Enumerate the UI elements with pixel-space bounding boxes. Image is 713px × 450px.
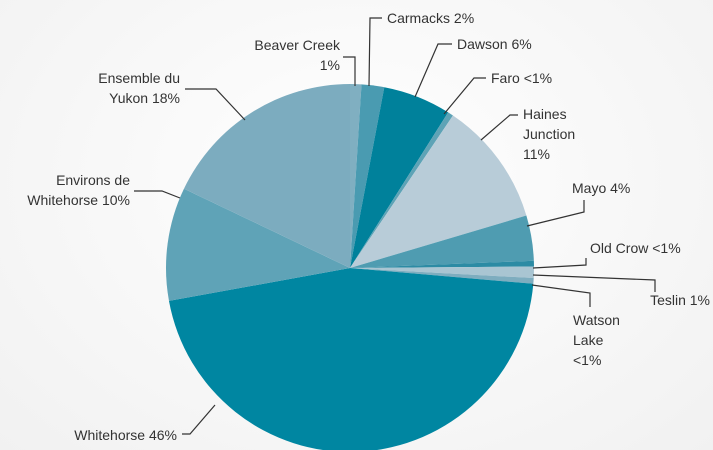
pie-slice — [183, 84, 350, 268]
value-label: 2% — [453, 10, 475, 26]
value-label: 6% — [511, 36, 532, 52]
leader-line — [134, 190, 181, 199]
pie-slice — [350, 215, 534, 268]
category-label: Old Crow — [590, 240, 649, 256]
slice-label: Carmacks 2% — [387, 8, 507, 28]
pie-slice — [168, 268, 534, 450]
slice-label: Whitehorse 46% — [20, 425, 177, 445]
pie-slice — [350, 84, 385, 268]
value-label: 4% — [610, 180, 631, 196]
value-label: <1% — [652, 240, 681, 256]
leader-line — [182, 404, 216, 435]
leader-line — [531, 284, 591, 307]
category-label: Ensemble du Yukon — [98, 70, 180, 106]
slice-label: Watson Lake <1% — [573, 310, 628, 370]
slice-label: Ensemble du Yukon 18% — [80, 68, 180, 108]
leader-line — [480, 114, 518, 141]
value-label: 1% — [319, 57, 340, 73]
value-label: <1% — [573, 352, 602, 368]
pie-slice — [350, 115, 527, 268]
slice-label: Beaver Creek 1% — [240, 35, 340, 75]
leader-line — [414, 43, 452, 98]
leader-line — [532, 274, 656, 292]
value-label: 10% — [101, 192, 130, 208]
leader-line — [368, 17, 382, 87]
category-label: Beaver Creek — [254, 37, 340, 53]
category-label: Watson Lake — [573, 312, 620, 348]
pie-slice — [350, 87, 449, 268]
slice-label: Faro <1% — [491, 68, 611, 88]
category-label: Teslin — [650, 292, 686, 308]
leader-line — [185, 88, 246, 121]
slice-label: Mayo 4% — [572, 178, 692, 198]
leader-line — [343, 56, 356, 86]
slice-label: Dawson 6% — [457, 34, 577, 54]
category-label: Haines Junction — [523, 106, 576, 142]
leader-line — [443, 77, 486, 115]
slice-label: Environs de Whitehorse 10% — [10, 170, 130, 210]
slice-label: Teslin 1% — [590, 290, 710, 310]
pie-slice — [350, 84, 362, 268]
value-label: 1% — [689, 292, 710, 308]
pie-slice — [350, 112, 453, 268]
leader-line — [526, 200, 585, 227]
pie-slice — [350, 260, 534, 268]
pie-slice — [166, 188, 350, 301]
slice-label: Old Crow <1% — [590, 238, 710, 258]
category-label: Mayo — [572, 180, 607, 196]
value-label: 11% — [523, 146, 550, 162]
slice-label: Haines Junction 11% — [523, 104, 588, 164]
category-label: Dawson — [457, 36, 508, 52]
category-label: Environs de Whitehorse — [27, 172, 130, 208]
leader-line — [532, 258, 587, 269]
category-label: Faro — [491, 70, 520, 86]
pie-slice — [350, 268, 534, 284]
category-label: Carmacks — [387, 10, 451, 26]
value-label: 46% — [148, 427, 177, 443]
value-label: <1% — [523, 70, 553, 86]
value-label: 18% — [151, 90, 180, 106]
pie-slice — [350, 266, 534, 279]
category-label: Whitehorse — [74, 427, 146, 443]
